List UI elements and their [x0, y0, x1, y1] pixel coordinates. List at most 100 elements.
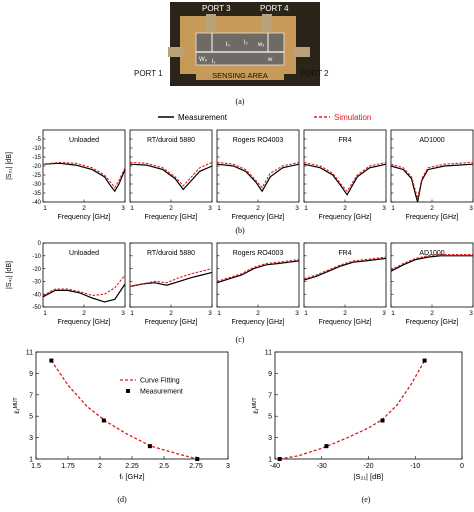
- dim-w: w: [267, 57, 273, 63]
- x-tick-label: 2: [169, 310, 173, 317]
- legend-bc: Measurement Simulation: [158, 113, 371, 122]
- s41-panels: |S₄₁| [dB] 1 2 3 -50 -40 -30 -20 -10 0 Unloaded Fre…: [6, 241, 474, 326]
- panel-title: Rogers RO4003: [233, 137, 284, 144]
- caption-b: (b): [235, 226, 245, 235]
- y-tick-label: -30: [32, 182, 41, 188]
- y-tick-label: 7: [29, 392, 33, 399]
- panel-title: FR4: [338, 250, 351, 257]
- x-axis-label: Frequency [GHz]: [406, 214, 459, 221]
- y-tick-label: -20: [32, 164, 41, 170]
- plot-frame: [274, 351, 463, 460]
- row-ylabel: |S₄₁| [dB]: [6, 261, 13, 289]
- dim-w1: w₁: [257, 42, 264, 48]
- eps-vs-s21-plot: -40 -30 -20 -10 0 1 3 5 7 9 11 |S₂₁| [dB] εᵣᴹᵁᵀ: [251, 350, 464, 482]
- x-tick-label: 3: [382, 205, 386, 212]
- y-tick-label: 3: [29, 435, 33, 442]
- x-tick-label: 2: [343, 205, 347, 212]
- x-tick-label: 1: [391, 205, 395, 212]
- port3-label: PORT 3: [202, 4, 231, 13]
- y-tick-label: -25: [32, 173, 41, 179]
- y-tick-label: 9: [268, 371, 272, 378]
- sensor-photo: PORT 3 PORT 4 PORT 1 PORT 2 SENSING AREA…: [134, 2, 329, 86]
- x-tick-label: 2: [169, 205, 173, 212]
- connector-port1: [168, 47, 184, 57]
- y-tick-label: 3: [268, 435, 272, 442]
- x-tick-label: 0: [460, 463, 464, 470]
- measurement-series: [390, 163, 474, 203]
- x-tick-label: 3: [208, 310, 212, 317]
- x-tick-label: -40: [270, 463, 280, 470]
- y-tick-label: -10: [32, 146, 41, 152]
- panel-2: 1 2 3 RT/duroid 5880 Frequency [GHz]: [129, 129, 213, 221]
- x-tick-label: 3: [469, 205, 473, 212]
- y-tick-label: 5: [29, 414, 33, 421]
- measurement-point: [277, 457, 282, 461]
- x-axis-label: |S₂₁| [dB]: [354, 472, 384, 481]
- panel-title: Rogers RO4003: [233, 250, 284, 257]
- panel-1: 1 2 3 -40 -35 -30 -25 -20 -15 -10 -5 Unloaded Freque…: [32, 129, 126, 221]
- x-tick-label: 2: [98, 463, 102, 470]
- measurement-point: [101, 418, 106, 423]
- legend-measurement-marker: [126, 389, 130, 393]
- y-tick-label: 11: [265, 350, 272, 357]
- y-tick-label: 0: [38, 241, 42, 247]
- panel-4: 1 2 3 FR4 Frequency [GHz]: [303, 242, 387, 326]
- x-axis-label: fᵣ [GHz]: [119, 472, 144, 481]
- y-tick-label: -50: [32, 305, 41, 311]
- caption-a: (a): [236, 97, 245, 106]
- x-tick-label: 2.5: [159, 463, 169, 470]
- x-axis-label: Frequency [GHz]: [406, 319, 459, 326]
- y-tick-label: -30: [32, 280, 41, 286]
- panel-5: 1 2 3 AD1000 Frequency [GHz]: [390, 242, 474, 326]
- y-tick-label: -20: [32, 267, 41, 273]
- x-axis-label: Frequency [GHz]: [58, 319, 111, 326]
- simulation-series: [42, 161, 126, 189]
- measurement-point: [422, 358, 427, 363]
- panel-4: 1 2 3 FR4 Frequency [GHz]: [303, 129, 387, 221]
- simulation-series: [216, 161, 300, 189]
- panel-title: Unloaded: [69, 137, 99, 144]
- x-tick-label: 2: [430, 310, 434, 317]
- dim-l0: l₀: [226, 42, 230, 48]
- measurement-point: [380, 418, 385, 423]
- simulation-series: [390, 161, 474, 199]
- caption-c: (c): [236, 335, 245, 344]
- simulation-series: [390, 253, 473, 271]
- y-axis-label: εᵣᴹᵁᵀ: [12, 397, 21, 414]
- measurement-point: [147, 444, 152, 449]
- x-axis-label: Frequency [GHz]: [58, 214, 111, 221]
- measurement-series: [303, 257, 387, 281]
- measurement-series: [42, 162, 126, 193]
- connector-port4: [262, 14, 272, 32]
- measurement-series: [129, 163, 213, 191]
- x-tick-label: -30: [317, 463, 327, 470]
- caption-d: (d): [117, 495, 127, 504]
- x-tick-label: 2: [343, 310, 347, 317]
- dim-l1: l₁: [212, 59, 215, 65]
- connector-port3: [206, 14, 216, 32]
- x-tick-label: 1: [304, 310, 308, 317]
- legend-measurement-label: Measurement: [178, 113, 228, 122]
- measurement-series: [303, 163, 387, 196]
- s21-panels: |S₂₁| [dB] 1 2 3 -40 -35 -30 -25 -20 -15 -10 -5 Unlo…: [6, 129, 474, 221]
- y-tick-label: -10: [32, 254, 41, 260]
- measurement-series: [42, 283, 126, 303]
- x-tick-label: 2.75: [189, 463, 203, 470]
- y-tick-label: -35: [32, 191, 41, 197]
- connector-port2: [294, 47, 310, 57]
- port4-label: PORT 4: [260, 4, 289, 13]
- row-ylabel: |S₂₁| [dB]: [6, 152, 13, 180]
- x-tick-label: 3: [121, 310, 125, 317]
- panel-title: AD1000: [419, 250, 444, 257]
- panel-3: 1 2 3 Rogers RO4003 Frequency [GHz]: [216, 129, 300, 221]
- x-tick-label: 2.25: [125, 463, 139, 470]
- measurement-series: [390, 255, 473, 272]
- y-tick-label: -40: [32, 200, 41, 206]
- x-tick-label: -20: [363, 463, 373, 470]
- x-tick-label: -10: [410, 463, 420, 470]
- x-tick-label: 3: [295, 310, 299, 317]
- dim-l2: l₂: [244, 40, 248, 46]
- dim-w0: W₀: [199, 57, 208, 63]
- x-tick-label: 2: [82, 205, 86, 212]
